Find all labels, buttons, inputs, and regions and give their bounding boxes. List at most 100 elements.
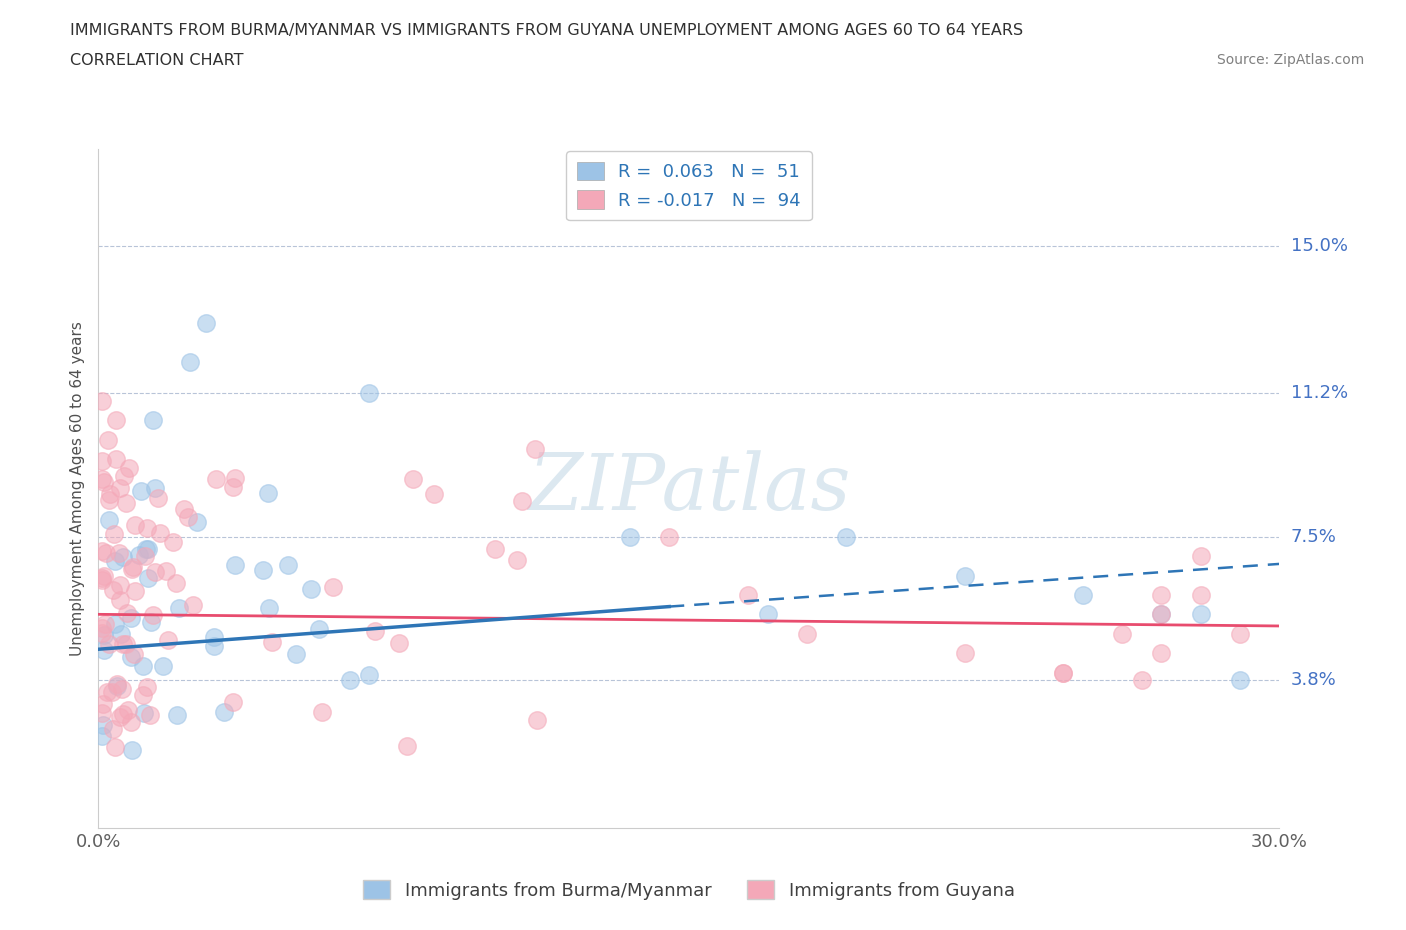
Point [953,645,976,660]
Point [134,706,156,721]
Point [1150,645,1173,660]
Point [135,541,157,556]
Point [194,316,217,331]
Point [1052,665,1074,680]
Point [357,667,380,682]
Legend: Immigrants from Burma/Myanmar, Immigrants from Guyana: Immigrants from Burma/Myanmar, Immigrant… [356,873,1022,907]
Point [260,635,283,650]
Point [104,452,127,467]
Point [162,534,184,549]
Point [98,486,121,501]
Point [1052,665,1074,680]
Point [120,611,142,626]
Point [124,517,146,532]
Point [224,471,246,485]
Point [257,486,280,501]
Point [101,684,124,699]
Point [136,521,159,536]
Text: 7.5%: 7.5% [1291,527,1337,546]
Point [1189,588,1212,603]
Point [1111,626,1133,641]
Point [117,605,139,620]
Point [339,672,361,687]
Point [524,441,547,456]
Point [214,704,236,719]
Point [98,637,121,652]
Point [103,582,125,597]
Point [111,707,134,722]
Point [388,636,411,651]
Point [1229,626,1251,641]
Point [1130,672,1153,687]
Point [510,494,533,509]
Point [1150,607,1173,622]
Point [1229,672,1251,687]
Point [94,617,117,631]
Point [115,636,138,651]
Point [143,481,166,496]
Point [157,632,180,647]
Point [120,714,142,729]
Point [120,649,142,664]
Point [1150,607,1173,622]
Point [96,684,118,699]
Point [97,432,120,447]
Point [357,386,380,401]
Point [108,578,131,592]
Point [91,571,114,586]
Point [104,740,127,755]
Point [129,484,152,498]
Point [322,579,344,594]
Point [1189,607,1212,622]
Point [308,621,330,636]
Point [526,712,548,727]
Point [122,559,145,574]
Point [135,680,157,695]
Point [149,525,172,540]
Point [91,393,114,408]
Point [222,479,245,494]
Point [202,638,225,653]
Point [93,628,115,643]
Point [117,702,139,717]
Point [299,582,322,597]
Point [311,704,333,719]
Point [148,490,170,505]
Point [224,557,246,572]
Point [128,548,150,563]
Point [118,460,141,475]
Text: CORRELATION CHART: CORRELATION CHART [70,53,243,68]
Point [166,707,188,722]
Point [181,597,204,612]
Point [121,742,143,757]
Point [132,658,155,673]
Point [222,695,245,710]
Point [1150,588,1173,603]
Y-axis label: Unemployment Among Ages 60 to 64 years: Unemployment Among Ages 60 to 64 years [69,321,84,656]
Point [1189,549,1212,564]
Point [179,354,201,369]
Point [91,544,114,559]
Point [93,642,115,657]
Point [91,705,114,720]
Point [139,615,162,630]
Point [953,568,976,583]
Point [94,545,117,560]
Point [252,563,274,578]
Point [423,487,446,502]
Point [105,676,128,691]
Point [737,588,759,603]
Point [110,627,132,642]
Text: ZIPatlas: ZIPatlas [527,450,851,526]
Point [111,682,134,697]
Point [658,529,681,544]
Point [506,552,529,567]
Point [1071,588,1094,603]
Point [91,572,114,587]
Point [91,626,114,641]
Point [796,626,818,641]
Point [93,568,115,583]
Point [402,472,425,486]
Point [277,557,299,572]
Point [108,592,131,607]
